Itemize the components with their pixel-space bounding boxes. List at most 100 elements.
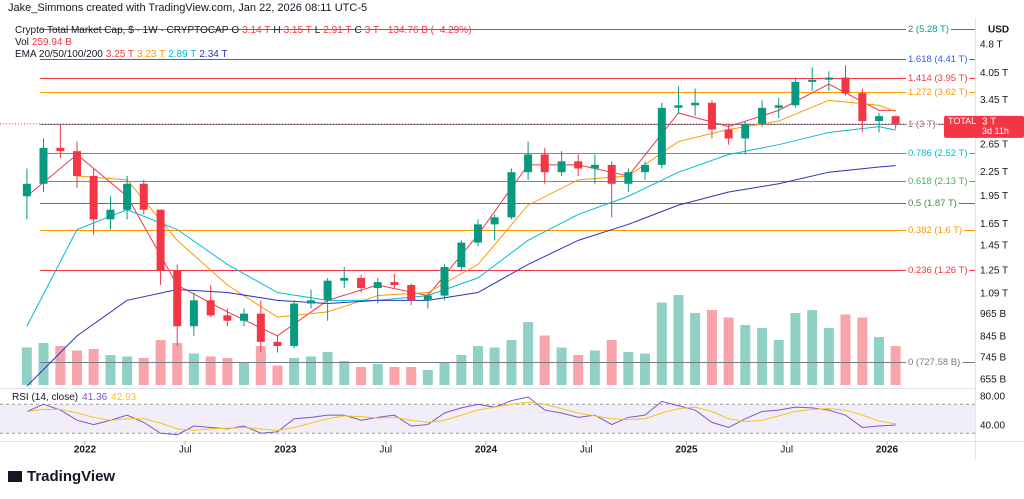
fib-label: 0.786 (2.52 T) bbox=[908, 148, 968, 159]
volume-bar bbox=[222, 358, 233, 385]
volume-bar bbox=[272, 365, 283, 385]
candle-body bbox=[189, 300, 198, 327]
rsi-tick-label: 80.00 bbox=[980, 392, 1005, 403]
volume-bar bbox=[389, 367, 400, 385]
volume-bar bbox=[38, 343, 49, 385]
x-tick-label: Jul bbox=[179, 445, 192, 456]
fib-label: 0.382 (1.6 T) bbox=[908, 225, 962, 236]
x-tick-label: 2025 bbox=[675, 445, 698, 456]
logo: TradingView bbox=[8, 468, 115, 485]
ohlc-label: O bbox=[231, 25, 239, 36]
y-tick-label: 655 B bbox=[980, 374, 1006, 385]
candle-body bbox=[340, 277, 349, 281]
candle-body bbox=[240, 313, 249, 321]
candle-body bbox=[206, 300, 215, 316]
volume-bar bbox=[556, 347, 567, 385]
candle-body bbox=[373, 282, 382, 288]
volume-bar bbox=[890, 346, 901, 385]
volume-bar bbox=[188, 353, 199, 385]
rsi-value: 41.36 bbox=[82, 392, 107, 403]
volume-bar bbox=[322, 352, 333, 385]
ema-label: EMA 20/50/100/200 bbox=[15, 49, 103, 60]
fib-label-bg bbox=[906, 87, 970, 99]
y-tick-label: 1.45 T bbox=[980, 241, 1008, 252]
candle-body bbox=[741, 123, 750, 139]
y-tick-label: 965 B bbox=[980, 309, 1006, 320]
volume-bar bbox=[21, 347, 32, 385]
fib-label: 0.5 (1.87 T) bbox=[908, 198, 957, 209]
candle-body bbox=[56, 147, 65, 152]
ohlc-value: 2.91 T bbox=[323, 25, 351, 36]
fib-label-bg bbox=[906, 198, 959, 210]
rsi-label: RSI (14, close) bbox=[12, 392, 78, 403]
candle-body bbox=[540, 154, 549, 173]
volume-bar bbox=[873, 337, 884, 385]
x-tick-label: 2026 bbox=[876, 445, 899, 456]
candle-body bbox=[707, 102, 716, 130]
y-tick-label: 845 B bbox=[980, 331, 1006, 342]
volume-bar bbox=[790, 313, 801, 385]
fib-label: 1 (3 T) bbox=[908, 119, 936, 130]
volume-bar bbox=[723, 317, 734, 385]
volume-bar bbox=[706, 310, 717, 385]
fib-label-bg bbox=[906, 265, 970, 277]
volume-bar bbox=[71, 350, 82, 385]
ema-value: 3.25 T bbox=[106, 49, 134, 60]
candle-body bbox=[874, 116, 883, 122]
volume-bar bbox=[105, 355, 116, 385]
candle-body bbox=[323, 280, 332, 301]
y-tick-label: 4.05 T bbox=[980, 68, 1008, 79]
volume-bar bbox=[172, 343, 183, 385]
y-tick-label: 2.65 T bbox=[980, 139, 1008, 150]
rsi-line bbox=[26, 396, 896, 436]
rsi-line bbox=[26, 401, 896, 431]
fib-label-bg bbox=[906, 73, 970, 85]
candle-body bbox=[290, 303, 299, 347]
candle-body bbox=[89, 175, 98, 220]
fib-label-bg bbox=[906, 225, 965, 237]
candle-body bbox=[457, 242, 466, 268]
ema-value: 3.23 T bbox=[137, 49, 165, 60]
candle-body bbox=[507, 172, 516, 218]
volume-bar bbox=[356, 367, 367, 385]
volume-bar bbox=[857, 317, 868, 385]
candle-body bbox=[590, 164, 599, 169]
candle-body bbox=[891, 116, 900, 124]
candle-body bbox=[841, 77, 850, 94]
legend-row: EMA 20/50/100/200 3.25 T 3.23 T 2.89 T 2.34 … bbox=[15, 49, 228, 60]
volume-bar bbox=[122, 356, 133, 385]
candle-body bbox=[758, 107, 767, 124]
candle-body bbox=[306, 300, 315, 304]
candle-body bbox=[106, 209, 115, 220]
volume-bar bbox=[539, 335, 550, 385]
volume-bar bbox=[757, 328, 768, 385]
x-tick-label: Jul bbox=[379, 445, 392, 456]
candle-body bbox=[256, 313, 265, 342]
volume-bar bbox=[807, 310, 818, 385]
candle-body bbox=[407, 285, 416, 301]
x-tick-label: 2022 bbox=[74, 445, 97, 456]
volume-bar bbox=[422, 370, 433, 385]
volume-bar bbox=[255, 346, 266, 385]
candle-body bbox=[156, 209, 165, 272]
candle-body bbox=[123, 183, 132, 210]
y-tick-label: 4.8 T bbox=[980, 39, 1003, 50]
ema-line bbox=[76, 99, 896, 318]
volume-bar bbox=[823, 328, 834, 385]
candle-body bbox=[640, 164, 649, 173]
currency: USD bbox=[988, 25, 1009, 36]
x-tick-label: 2024 bbox=[475, 445, 498, 456]
volume-bar bbox=[589, 350, 600, 385]
y-tick-label: 1.25 T bbox=[980, 266, 1008, 277]
volume-value: 259.94 B bbox=[32, 37, 72, 48]
rsi-legend: RSI (14, close) 41.36 42.93 bbox=[12, 392, 137, 403]
legend-row: Vol 259.94 B bbox=[15, 37, 72, 48]
volume-bar bbox=[690, 313, 701, 385]
candle-body bbox=[858, 93, 867, 122]
volume-bar bbox=[740, 325, 751, 385]
rsi-tick-label: 40.00 bbox=[980, 421, 1005, 432]
fib-label-bg bbox=[906, 24, 952, 36]
y-tick-label: 2.25 T bbox=[980, 167, 1008, 178]
candle-body bbox=[490, 217, 499, 225]
